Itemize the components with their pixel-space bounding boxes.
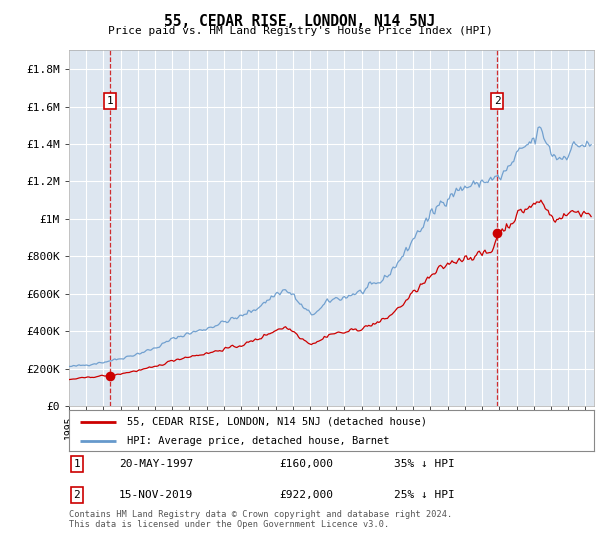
Text: HPI: Average price, detached house, Barnet: HPI: Average price, detached house, Barn…: [127, 436, 389, 446]
Text: 2: 2: [494, 96, 500, 106]
Text: 25% ↓ HPI: 25% ↓ HPI: [395, 490, 455, 500]
Text: 35% ↓ HPI: 35% ↓ HPI: [395, 459, 455, 469]
Text: £922,000: £922,000: [279, 490, 333, 500]
Text: 20-MAY-1997: 20-MAY-1997: [119, 459, 193, 469]
Text: 15-NOV-2019: 15-NOV-2019: [119, 490, 193, 500]
Text: Price paid vs. HM Land Registry's House Price Index (HPI): Price paid vs. HM Land Registry's House …: [107, 26, 493, 36]
Text: 55, CEDAR RISE, LONDON, N14 5NJ (detached house): 55, CEDAR RISE, LONDON, N14 5NJ (detache…: [127, 417, 427, 427]
Text: 1: 1: [74, 459, 80, 469]
Text: 2: 2: [74, 490, 80, 500]
Text: 1: 1: [107, 96, 113, 106]
Text: 55, CEDAR RISE, LONDON, N14 5NJ: 55, CEDAR RISE, LONDON, N14 5NJ: [164, 14, 436, 29]
Text: Contains HM Land Registry data © Crown copyright and database right 2024.
This d: Contains HM Land Registry data © Crown c…: [69, 510, 452, 529]
Text: £160,000: £160,000: [279, 459, 333, 469]
